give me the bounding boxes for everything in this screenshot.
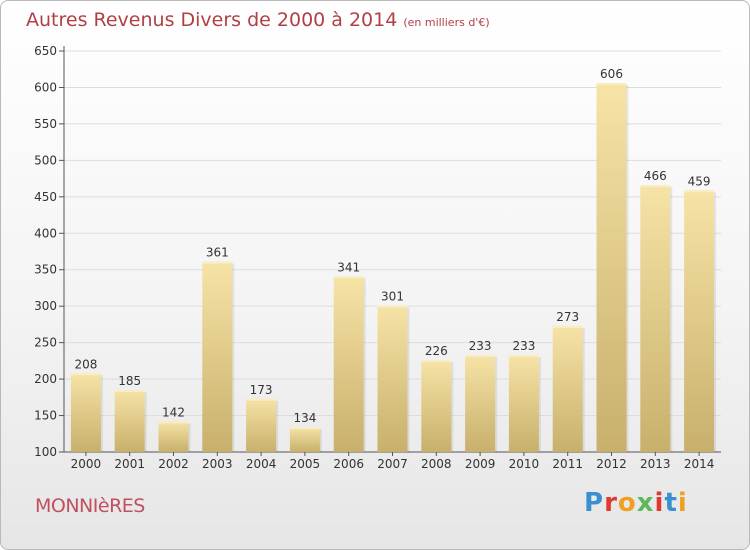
data-label: 185 bbox=[118, 374, 141, 388]
bar-2005 bbox=[289, 427, 320, 452]
y-tick-label: 350 bbox=[34, 263, 57, 277]
data-label: 233 bbox=[512, 339, 535, 353]
brand-letter: t bbox=[664, 488, 678, 518]
bar-2002 bbox=[158, 421, 189, 452]
x-tick-label: 2010 bbox=[509, 457, 540, 471]
x-tick-label: 2014 bbox=[684, 457, 715, 471]
bar-2009 bbox=[465, 355, 496, 452]
x-tick-label: 2006 bbox=[333, 457, 364, 471]
data-label: 233 bbox=[469, 339, 492, 353]
brand-letter: o bbox=[617, 488, 637, 518]
bar-highlight bbox=[596, 83, 627, 86]
bar-2007 bbox=[377, 305, 408, 452]
y-tick-label: 650 bbox=[34, 44, 57, 58]
bar-2001 bbox=[114, 390, 145, 452]
title-unit: (en milliers d'€) bbox=[403, 16, 490, 29]
bar-highlight bbox=[333, 276, 364, 279]
bar-2013 bbox=[640, 185, 671, 453]
bar-2014 bbox=[684, 190, 715, 453]
proxiti-logo[interactable]: Proxiti bbox=[584, 488, 688, 518]
bars bbox=[70, 83, 717, 453]
y-tick-label: 300 bbox=[34, 299, 57, 313]
bar-highlight bbox=[421, 360, 452, 363]
y-tick-label: 600 bbox=[34, 80, 57, 94]
data-label: 226 bbox=[425, 344, 448, 358]
data-label: 142 bbox=[162, 405, 185, 419]
x-tick-label: 2007 bbox=[377, 457, 408, 471]
bar-highlight bbox=[114, 390, 145, 393]
y-tick-label: 500 bbox=[34, 153, 57, 167]
data-label: 301 bbox=[381, 289, 404, 303]
bar-2011 bbox=[552, 325, 583, 452]
bar-highlight bbox=[508, 355, 539, 358]
data-label: 606 bbox=[600, 67, 623, 81]
bar-highlight bbox=[70, 373, 101, 376]
commune-name: MONNIèRES bbox=[35, 495, 145, 517]
x-tick-label: 2008 bbox=[421, 457, 452, 471]
y-tick-label: 250 bbox=[34, 336, 57, 350]
data-label: 341 bbox=[337, 260, 360, 274]
data-label: 208 bbox=[74, 357, 97, 371]
x-tick-label: 2005 bbox=[290, 457, 321, 471]
x-tick-label: 2002 bbox=[158, 457, 189, 471]
y-tick-label: 400 bbox=[34, 226, 57, 240]
x-tick-label: 2004 bbox=[246, 457, 277, 471]
x-tick-label: 2013 bbox=[640, 457, 671, 471]
bar-highlight bbox=[246, 398, 277, 401]
title-text: Autres Revenus Divers de 2000 à 2014 bbox=[26, 9, 398, 31]
bar-highlight bbox=[289, 427, 320, 430]
data-label: 134 bbox=[293, 411, 316, 425]
bar-highlight bbox=[158, 421, 189, 424]
bar-highlight bbox=[202, 261, 233, 264]
axes: 100 150 200 250 300 350 400 450 500 550 600 650 2000… bbox=[34, 44, 721, 471]
data-label: 173 bbox=[250, 383, 273, 397]
bar-2010 bbox=[508, 355, 539, 452]
bar-highlight bbox=[552, 325, 583, 328]
y-tick-label: 450 bbox=[34, 190, 57, 204]
bar-highlight bbox=[465, 355, 496, 358]
x-tick-label: 2009 bbox=[465, 457, 496, 471]
brand-letter: r bbox=[604, 488, 618, 518]
bar-2004 bbox=[246, 398, 277, 452]
bar-highlight bbox=[684, 190, 715, 193]
data-label: 466 bbox=[644, 169, 667, 183]
x-tick-label: 2011 bbox=[552, 457, 583, 471]
bar-2000 bbox=[70, 373, 101, 452]
brand-letter: x bbox=[636, 488, 655, 518]
y-tick-label: 200 bbox=[34, 372, 57, 386]
bar-highlight bbox=[640, 185, 671, 188]
bar-2006 bbox=[333, 276, 364, 452]
x-tick-label: 2003 bbox=[202, 457, 233, 471]
bar-highlight bbox=[377, 305, 408, 308]
brand-letter: i bbox=[677, 488, 688, 518]
y-tick-label: 550 bbox=[34, 117, 57, 131]
bar-2012 bbox=[596, 83, 627, 452]
y-tick-label: 150 bbox=[34, 409, 57, 423]
data-labels: 208 185 142 361 173 134 341 301 226 233 233 273 606 4… bbox=[74, 67, 710, 425]
brand-letter: i bbox=[654, 488, 665, 518]
x-tick-label: 2001 bbox=[114, 457, 145, 471]
data-label: 273 bbox=[556, 310, 579, 324]
chart-title: Autres Revenus Divers de 2000 à 2014 (en … bbox=[26, 9, 490, 31]
x-tick-label: 2012 bbox=[596, 457, 627, 471]
brand-letter: P bbox=[584, 488, 605, 518]
bar-2003 bbox=[202, 261, 233, 452]
bar-2008 bbox=[421, 360, 452, 452]
y-tick-label: 100 bbox=[34, 445, 57, 459]
data-label: 361 bbox=[206, 246, 229, 260]
x-tick-label: 2000 bbox=[71, 457, 102, 471]
data-label: 459 bbox=[688, 174, 711, 188]
